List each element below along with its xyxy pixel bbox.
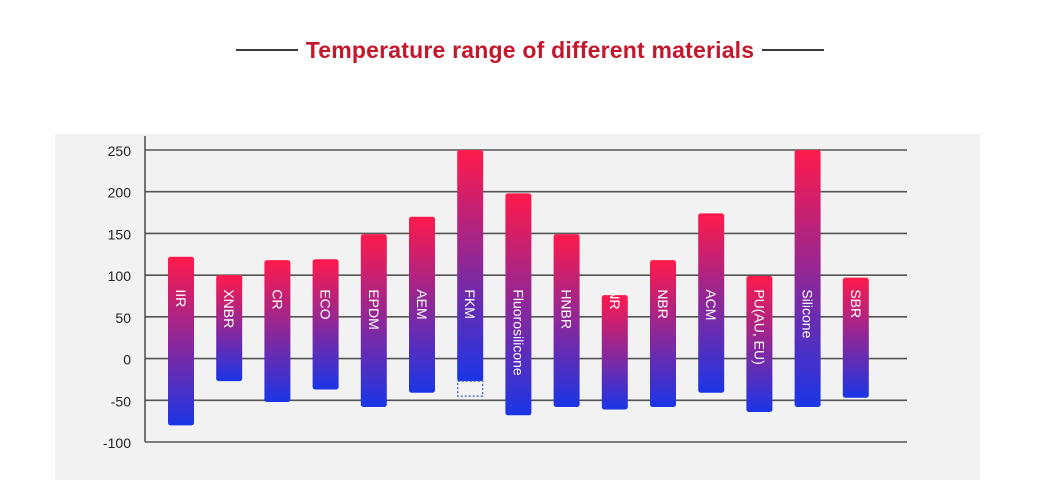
y-tick-label: 50: [115, 310, 131, 326]
y-tick-label: -50: [111, 393, 131, 409]
y-tick-label: 200: [108, 185, 132, 201]
bar-group: AEM: [409, 216, 435, 393]
y-tick-label: 150: [108, 226, 132, 242]
bar: [842, 277, 869, 398]
bar: [794, 150, 821, 407]
bar: [216, 275, 243, 382]
bar-label: Silicone: [800, 289, 816, 338]
page-title: Temperature range of different materials: [305, 36, 755, 63]
bar: [360, 234, 387, 407]
bar-group: NBR: [650, 260, 676, 407]
bar-group: CR: [264, 260, 291, 402]
bar-label: FKM: [462, 289, 478, 319]
bar-label: NBR: [655, 289, 671, 319]
bar-dashed-extension: [457, 380, 484, 397]
bar-group: XNBR: [216, 275, 243, 382]
bar-label: EPDM: [366, 289, 382, 329]
bar-label: SBR: [848, 289, 864, 318]
y-tick-label: -100: [103, 435, 131, 451]
bar-label: CR: [269, 289, 285, 309]
bar-label: AEM: [414, 289, 430, 319]
bar-group: IIR: [168, 256, 194, 426]
bar-label: ACM: [703, 289, 719, 320]
bar-label: IIR: [173, 289, 189, 307]
y-tick-label: 250: [108, 143, 132, 159]
bar: [409, 216, 435, 393]
title-left-rule: [235, 49, 298, 51]
bar-group: EPDM: [360, 234, 387, 407]
bar: [553, 234, 580, 407]
bar-group: HNBR: [553, 234, 580, 407]
y-tick-label: 100: [108, 268, 132, 284]
bar: [601, 295, 628, 410]
bar: [457, 150, 484, 382]
bar-group: Silicone: [794, 150, 821, 407]
title-row: Temperature range of different materials: [0, 30, 1060, 70]
bar-group: SBR: [842, 277, 869, 398]
bar-label: NR: [607, 289, 623, 309]
y-tick-label: 0: [123, 352, 131, 368]
bar-group: ACM: [698, 213, 725, 393]
bar: [312, 259, 339, 390]
bar-group: FKM: [457, 150, 484, 382]
bar: [264, 260, 291, 402]
bar-group: Fluorosilicone: [505, 193, 532, 416]
bar-layer: IIR XNBR CR ECO EPDM AEM FKM Fluorosilicone HNBR…: [168, 150, 869, 426]
bar-group: PU(AU, EU): [746, 275, 773, 412]
bar: [505, 193, 532, 416]
bar-label: Fluorosilicone: [510, 289, 526, 376]
bar-label: PU(AU, EU): [751, 289, 767, 364]
title-right-rule: [762, 49, 825, 51]
bar: [698, 213, 725, 393]
bar-label: HNBR: [559, 289, 575, 329]
bar: [168, 256, 194, 426]
bar: [650, 260, 676, 407]
bar-group: NR: [601, 289, 628, 410]
bar-group: ECO: [312, 259, 339, 390]
bar-label: ECO: [318, 289, 334, 319]
bar: [746, 275, 773, 412]
axis-layer: 250 200 150 100 50 0 -50 -100: [103, 136, 146, 451]
bar-label: XNBR: [221, 289, 237, 328]
